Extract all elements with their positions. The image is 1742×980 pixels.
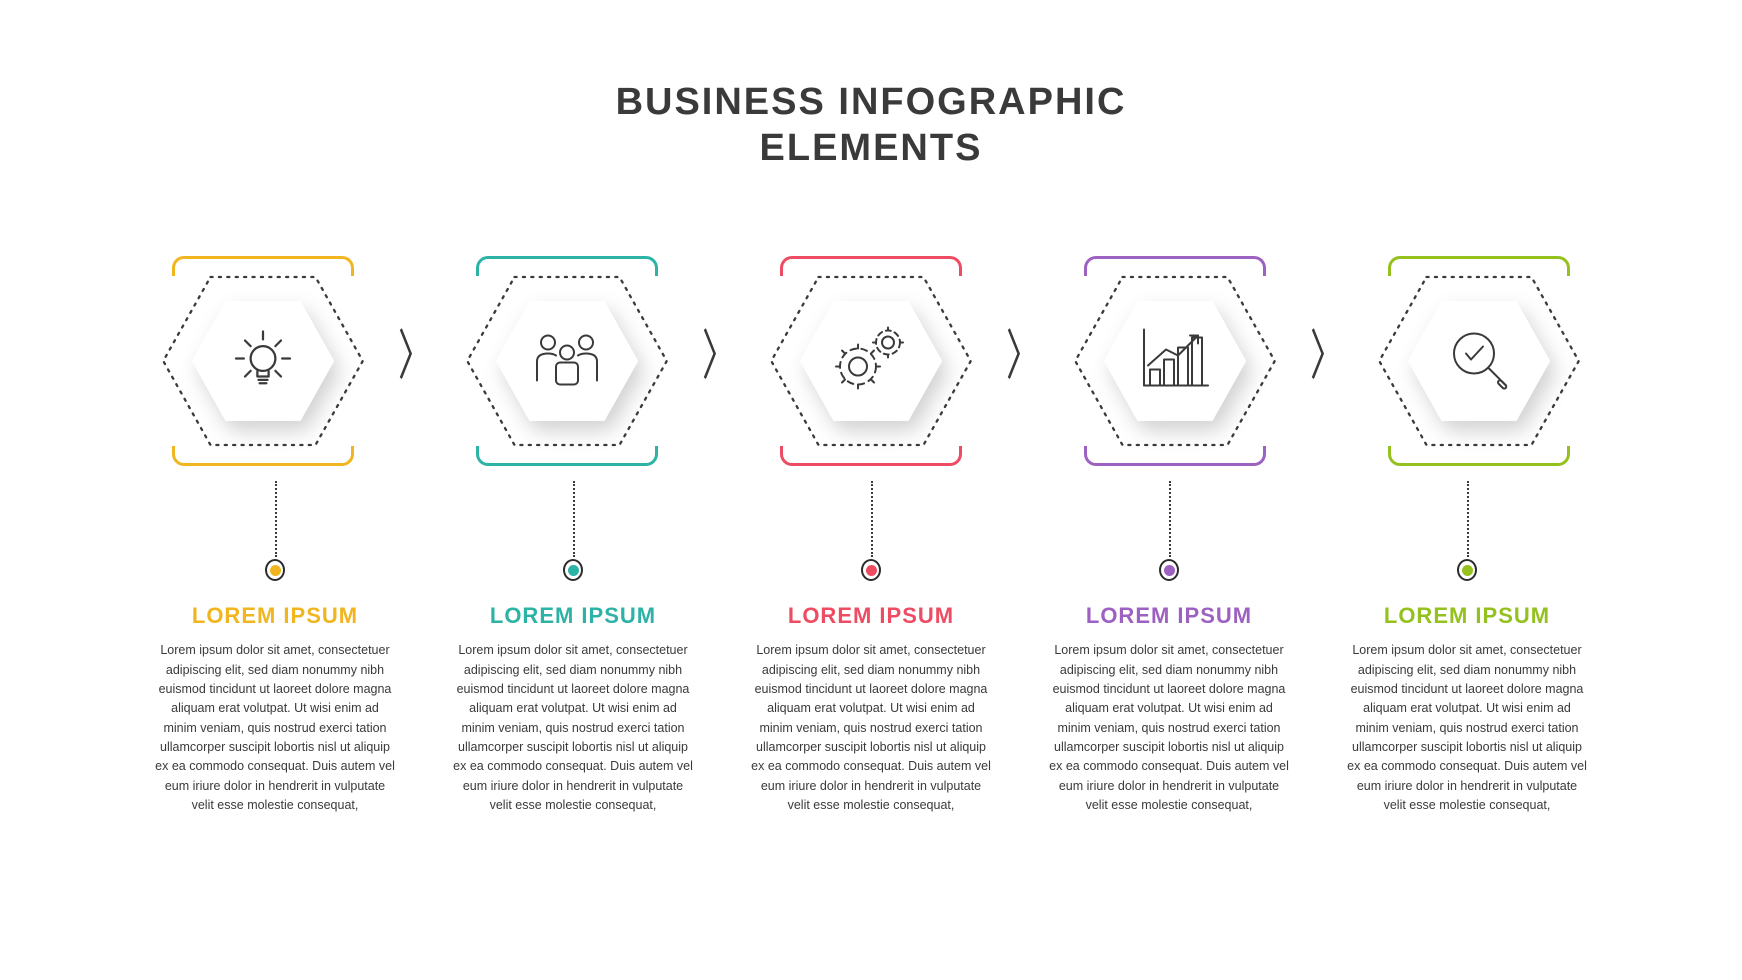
step-5-hexagon bbox=[1374, 256, 1584, 466]
step-4-column: LOREM IPSUM Lorem ipsum dolor sit amet, … bbox=[1044, 481, 1294, 815]
step-body: Lorem ipsum dolor sit amet, consectetuer… bbox=[751, 641, 991, 815]
step-heading: LOREM IPSUM bbox=[490, 603, 656, 629]
dotted-vertical-line bbox=[1467, 481, 1469, 557]
connector bbox=[1457, 481, 1477, 581]
connector bbox=[265, 481, 285, 581]
arrow-separator-icon: 〉 bbox=[702, 330, 736, 384]
dotted-vertical-line bbox=[1169, 481, 1171, 557]
title-line-2: ELEMENTS bbox=[616, 126, 1127, 172]
infographic-page: BUSINESS INFOGRAPHIC ELEMENTS bbox=[0, 0, 1742, 980]
dotted-vertical-line bbox=[275, 481, 277, 557]
dot-marker bbox=[861, 559, 881, 581]
step-4-hexagon bbox=[1070, 256, 1280, 466]
step-body: Lorem ipsum dolor sit amet, consectetuer… bbox=[155, 641, 395, 815]
arrow-separator-icon: 〉 bbox=[1006, 330, 1040, 384]
step-2-hexagon bbox=[462, 256, 672, 466]
step-heading: LOREM IPSUM bbox=[1086, 603, 1252, 629]
connector bbox=[861, 481, 881, 581]
dotted-vertical-line bbox=[871, 481, 873, 557]
step-5-column: LOREM IPSUM Lorem ipsum dolor sit amet, … bbox=[1342, 481, 1592, 815]
step-heading: LOREM IPSUM bbox=[192, 603, 358, 629]
dotted-vertical-line bbox=[573, 481, 575, 557]
dot-marker bbox=[265, 559, 285, 581]
dot-marker bbox=[1457, 559, 1477, 581]
connector bbox=[563, 481, 583, 581]
connector bbox=[1159, 481, 1179, 581]
dot-marker bbox=[1159, 559, 1179, 581]
gears-icon bbox=[830, 323, 912, 400]
bar-chart-growth-icon bbox=[1138, 326, 1212, 397]
dot-marker bbox=[563, 559, 583, 581]
magnifier-check-icon bbox=[1444, 324, 1514, 399]
title-line-1: BUSINESS INFOGRAPHIC bbox=[616, 80, 1127, 126]
step-3-hexagon bbox=[766, 256, 976, 466]
lightbulb-icon bbox=[227, 323, 299, 400]
step-1-hexagon bbox=[158, 256, 368, 466]
text-columns: LOREM IPSUM Lorem ipsum dolor sit amet, … bbox=[100, 481, 1642, 815]
team-icon bbox=[528, 325, 606, 398]
step-heading: LOREM IPSUM bbox=[788, 603, 954, 629]
step-heading: LOREM IPSUM bbox=[1384, 603, 1550, 629]
step-body: Lorem ipsum dolor sit amet, consectetuer… bbox=[453, 641, 693, 815]
step-1-column: LOREM IPSUM Lorem ipsum dolor sit amet, … bbox=[150, 481, 400, 815]
step-body: Lorem ipsum dolor sit amet, consectetuer… bbox=[1347, 641, 1587, 815]
arrow-separator-icon: 〉 bbox=[398, 330, 432, 384]
arrow-separator-icon: 〉 bbox=[1310, 330, 1344, 384]
hexagon-row: 〉 〉 bbox=[158, 241, 1584, 481]
step-3-column: LOREM IPSUM Lorem ipsum dolor sit amet, … bbox=[746, 481, 996, 815]
step-2-column: LOREM IPSUM Lorem ipsum dolor sit amet, … bbox=[448, 481, 698, 815]
step-body: Lorem ipsum dolor sit amet, consectetuer… bbox=[1049, 641, 1289, 815]
page-title: BUSINESS INFOGRAPHIC ELEMENTS bbox=[616, 80, 1127, 171]
